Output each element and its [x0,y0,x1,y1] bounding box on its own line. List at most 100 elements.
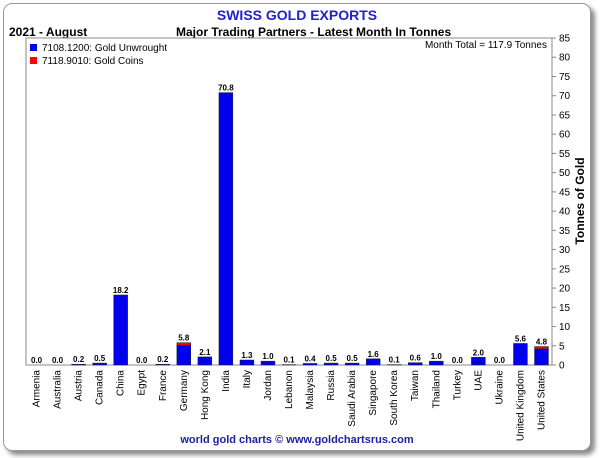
legend: 7108.1200: Gold Unwrought 7118.9010: Gol… [30,43,167,67]
bar-unwrought [408,362,423,366]
bar-value-label: 1.6 [368,350,380,359]
legend-swatch-coins [30,57,37,64]
bar-unwrought [92,362,107,366]
bar-value-label: 0.0 [494,356,506,365]
x-tick-label: Austria [74,370,85,402]
legend-swatch-unwrought [30,44,37,51]
x-tick-label: South Korea [389,370,400,426]
x-tick-label: Germany [179,370,190,411]
x-tick-label: Armenia [32,370,43,408]
bar-value-label: 1.0 [431,352,443,361]
x-tick-label: Egypt [137,370,148,396]
bar-value-label: 1.0 [262,352,274,361]
bar-unwrought [429,360,444,366]
bar-value-label: 18.2 [113,286,129,295]
bar-value-label: 5.8 [178,334,190,343]
bar-unwrought [260,360,276,366]
bar-value-label: 0.4 [304,354,316,363]
y-axis-label: Tonnes of Gold [573,157,587,244]
y-tick-label: 25 [559,264,571,275]
x-tick-label: UAE [473,370,484,391]
x-tick-label: Lebanon [284,370,295,409]
bar-unwrought [155,363,170,366]
x-tick-label: United Kingdom [515,370,526,441]
chart-frame: SWISS GOLD EXPORTS 2021 - August Major T… [3,3,591,451]
bar-value-label: 4.8 [536,338,548,347]
y-tick-label: 85 [559,34,571,45]
y-tick-label: 70 [559,91,571,102]
y-tick-label: 5 [559,341,565,352]
bar-unwrought [218,92,234,366]
x-tick-label: Hong Kong [200,370,211,420]
bar-unwrought [239,359,255,366]
bar-value-label: 5.6 [515,334,527,343]
bar-value-label: 0.0 [52,356,64,365]
bar-unwrought [471,357,486,366]
footer-credit: world gold charts © www.goldchartsrus.co… [180,434,414,446]
y-tick-label: 20 [559,284,571,295]
x-tick-label: Turkey [452,370,463,400]
x-tick-label: Ukraine [494,370,505,405]
legend-label-coins: 7118.9010: Gold Coins [42,56,144,67]
x-tick-label: Jordan [263,370,274,401]
bar-value-label: 1.3 [241,351,253,360]
bar-coins [176,342,192,346]
bar-unwrought [197,356,213,366]
plot-area [25,37,553,366]
bar-value-label: 70.8 [218,84,234,93]
x-tick-label: China [116,370,127,397]
bar-value-label: 0.0 [452,356,464,365]
x-tick-label: Australia [53,370,64,409]
bar-unwrought [344,362,360,366]
bar-unwrought [71,363,86,366]
bar-value-label: 0.6 [410,354,422,363]
month-total-label: Month Total = 117.9 Tonnes [425,40,547,51]
x-tick-label: France [158,370,169,402]
chart-period: 2021 - August [9,25,88,39]
y-tick-label: 60 [559,130,571,141]
y-tick-label: 50 [559,168,571,179]
bar-value-label: 0.1 [283,356,295,365]
x-tick-label: Thailand [431,370,442,408]
x-tick-label: Italy [242,370,253,388]
x-tick-label: Malaysia [305,370,316,410]
bars-layer [71,92,549,366]
y-tick-label: 65 [559,110,571,121]
x-tick-label: India [221,370,232,392]
y-tick-label: 0 [559,361,565,372]
bar-value-label: 0.0 [31,356,43,365]
x-tick-label: United States [536,370,547,430]
bar-unwrought [176,345,192,366]
y-tick-label: 55 [559,149,571,160]
x-tick-label: Russia [326,370,337,401]
bar-unwrought [113,294,128,366]
x-tick-label: Saudi Arabia [347,370,358,427]
bar-value-label: 0.2 [157,355,169,364]
bar-value-label: 2.1 [199,348,211,357]
chart-subtitle: Major Trading Partners - Latest Month In… [176,25,452,39]
y-tick-label: 35 [559,226,571,237]
y-tick-label: 80 [559,53,571,64]
x-tick-label: Singapore [368,370,379,416]
bar-unwrought [302,363,318,366]
x-tick-labels-layer: Armenia Australia Austria Canada China Egypt F… [32,370,548,442]
x-tick-label: Taiwan [410,370,421,401]
legend-label-unwrought: 7108.1200: Gold Unwrought [42,43,167,54]
bar-value-label: 0.5 [326,354,338,363]
y-tick-label: 15 [559,303,571,314]
bar-value-label: 2.0 [473,348,485,357]
bar-unwrought [365,358,381,366]
chart-title: SWISS GOLD EXPORTS [216,7,378,23]
bar-value-label: 0.1 [389,356,401,365]
bar-unwrought [513,343,528,366]
value-labels-layer: 0.0 0.0 0.2 0.5 18.2 0.0 0.2 5.8 2.1 70.8 1.3 1.0 0.… [31,84,548,365]
y-tick-label: 45 [559,187,571,198]
y-tick-label: 40 [559,207,571,218]
bar-unwrought [534,348,549,366]
bar-value-label: 0.5 [94,354,106,363]
bar-value-label: 0.2 [73,355,85,364]
y-tick-label: 30 [559,245,571,256]
bar-chart: 0.0 0.0 0.2 0.5 18.2 0.0 0.2 5.8 2.1 70.8 1.3 1.0 0.… [25,34,587,442]
bar-unwrought [323,362,339,366]
bar-value-label: 0.5 [347,354,359,363]
